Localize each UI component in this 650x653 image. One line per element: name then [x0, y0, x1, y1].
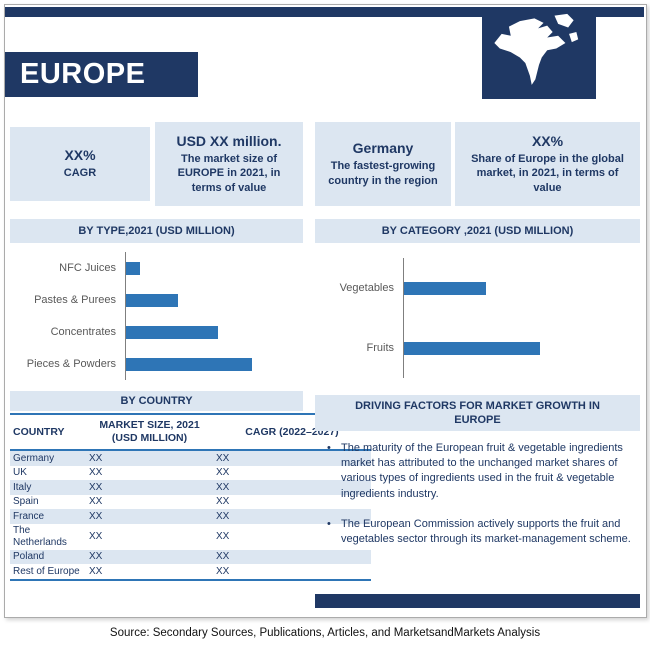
bar-category-label: Fruits	[366, 342, 395, 354]
by-type-bar-chart: NFC Juices Pastes & Purees Concentrates Pie…	[10, 252, 303, 380]
stat-value: Germany	[352, 140, 414, 157]
bar-category-label: Vegetables	[339, 282, 394, 294]
stat-box-market-size: USD XX million. The market size of EUROP…	[155, 122, 303, 206]
section-title: BY COUNTRY	[120, 394, 193, 407]
bar-category-label: Pieces & Powders	[26, 358, 116, 370]
bar	[126, 357, 252, 371]
cagr-cell: XX	[216, 551, 230, 563]
driving-factor-item: The maturity of the European fruit & veg…	[325, 441, 631, 502]
stat-label: Share of Europe in the global market, in…	[471, 153, 624, 194]
driving-factor-item: The European Commission actively support…	[325, 517, 631, 547]
cagr-cell: XX	[216, 452, 230, 464]
country-cell: France	[13, 510, 45, 522]
bar-row: Pieces & Powders	[10, 348, 303, 380]
stat-box-fastest-growing-country: Germany The fastest-growing country in t…	[315, 122, 451, 206]
market-size-cell: XX	[89, 510, 103, 522]
table-row: Rest of Europe XX XX	[10, 564, 371, 581]
section-title: BY CATEGORY ,2021 (USD MILLION)	[381, 224, 574, 237]
stat-box-cagr: XX% CAGR	[10, 127, 150, 201]
section-title: BY TYPE,2021 (USD MILLION)	[78, 224, 235, 237]
bar-track	[125, 252, 303, 284]
section-header-driving-factors: DRIVING FACTORS FOR MARKET GROWTH IN EUR…	[315, 395, 640, 431]
bar-category-label: NFC Juices	[59, 262, 116, 274]
stat-label: The market size of EUROPE in 2021, in te…	[177, 153, 281, 194]
region-title-banner: EUROPE	[5, 52, 198, 97]
cagr-cell: XX	[213, 564, 371, 581]
source-text: Source: Secondary Sources, Publications,…	[109, 627, 541, 639]
section-header-by-type: BY TYPE,2021 (USD MILLION)	[10, 219, 303, 243]
country-cell: Germany	[13, 452, 55, 464]
section-title: DRIVING FACTORS FOR MARKET GROWTH IN EUR…	[355, 399, 600, 426]
bar-row: Concentrates	[10, 316, 303, 348]
table-row: Germany XX XX	[10, 450, 371, 466]
stat-label: CAGR	[63, 167, 97, 180]
market-size-cell: XX	[89, 452, 103, 464]
market-size-cell: XX	[89, 531, 103, 542]
top-accent-bar	[5, 7, 644, 17]
market-size-cell: XX	[86, 564, 213, 581]
bar-row: Pastes & Purees	[10, 284, 303, 316]
bar-row: Vegetables	[315, 258, 640, 318]
bar-track	[125, 348, 303, 380]
bar-track	[125, 316, 303, 348]
map-container	[482, 7, 596, 99]
cagr-cell: XX	[216, 481, 230, 493]
stat-value: USD XX million.	[176, 133, 282, 150]
country-cell: Poland	[13, 551, 45, 563]
column-header: MARKET SIZE, 2021 (USD MILLION)	[86, 412, 213, 452]
cagr-cell: XX	[216, 510, 230, 522]
bar	[126, 325, 218, 339]
table-row: Spain XX XX	[10, 495, 371, 510]
country-cell: Rest of Europe	[10, 564, 86, 581]
page-title: EUROPE	[20, 58, 146, 90]
table-row: The Netherlands XX XX	[10, 524, 371, 550]
table-row: Italy XX XX	[10, 480, 371, 495]
section-header-by-country: BY COUNTRY	[10, 391, 303, 411]
stat-label: The fastest-growing country in the regio…	[328, 160, 438, 187]
bottom-accent-bar	[315, 594, 640, 608]
driving-factors-list: The maturity of the European fruit & veg…	[325, 441, 631, 562]
country-cell: UK	[13, 467, 27, 479]
north-america-map-icon	[494, 13, 579, 85]
slide-frame	[4, 4, 647, 618]
bar-track	[125, 284, 303, 316]
bar-track	[403, 258, 640, 318]
bar-row: Fruits	[315, 318, 640, 378]
bar	[404, 281, 486, 295]
country-table-body: Germany XX XX UK XX XX Italy XX XX Spain XX XX Franc…	[10, 450, 371, 581]
stat-value: XX%	[531, 133, 564, 150]
cagr-cell: XX	[216, 531, 230, 542]
table-row: France XX XX	[10, 509, 371, 524]
by-category-bar-chart: Vegetables Fruits	[315, 258, 640, 378]
bar-track	[403, 318, 640, 378]
market-size-cell: XX	[89, 481, 103, 493]
market-size-cell: XX	[89, 496, 103, 508]
stat-value: XX%	[64, 147, 96, 164]
country-table: COUNTRY MARKET SIZE, 2021 (USD MILLION) CA…	[10, 412, 371, 581]
country-cell: Italy	[13, 481, 32, 493]
cagr-cell: XX	[216, 467, 230, 479]
stat-box-global-share: XX% Share of Europe in the global market…	[455, 122, 640, 206]
table-row: UK XX XX	[10, 466, 371, 481]
bar	[404, 341, 540, 355]
bar-category-label: Concentrates	[50, 326, 116, 338]
cagr-cell: XX	[216, 496, 230, 508]
market-size-cell: XX	[89, 467, 103, 479]
bar-row: NFC Juices	[10, 252, 303, 284]
bar-category-label: Pastes & Purees	[34, 294, 116, 306]
table-row: Poland XX XX	[10, 549, 371, 565]
section-header-by-category: BY CATEGORY ,2021 (USD MILLION)	[315, 219, 640, 243]
bar	[126, 261, 140, 275]
country-cell: The Netherlands	[13, 525, 67, 548]
market-size-cell: XX	[89, 551, 103, 563]
country-cell: Spain	[13, 496, 39, 508]
column-header: COUNTRY	[10, 412, 86, 452]
bar	[126, 293, 178, 307]
